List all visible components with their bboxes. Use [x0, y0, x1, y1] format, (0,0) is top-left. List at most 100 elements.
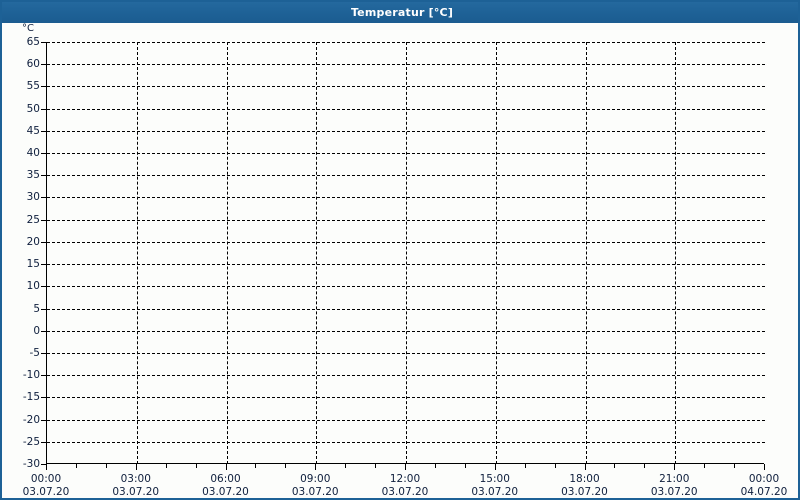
x-axis-tick-date: 03.07.20: [381, 486, 429, 498]
y-axis-tick-label: 55: [26, 80, 40, 93]
y-axis-tick-label: -30: [22, 458, 40, 470]
x-axis-tick-mark-minor: [524, 464, 526, 468]
y-axis-tick-mark: [41, 108, 46, 110]
x-axis-tick-time: 03:00: [120, 473, 151, 485]
x-axis-tick-mark-minor: [614, 464, 616, 468]
y-axis-tick-label: 45: [26, 124, 40, 137]
x-axis-tick-mark-major: [135, 464, 137, 470]
x-axis-tick-mark-major: [315, 464, 317, 470]
y-axis-tick-label: 50: [26, 102, 40, 115]
page-title: Temperatur [°C]: [350, 6, 454, 19]
y-axis-tick-label: 15: [26, 258, 40, 271]
y-axis-tick-mark: [41, 419, 46, 421]
y-axis-tick-label: 40: [26, 147, 40, 160]
x-axis-tick-mark-minor: [644, 464, 646, 468]
x-axis-tick-time: 06:00: [210, 473, 241, 485]
y-axis-tick-label: -5: [29, 346, 40, 359]
x-axis-tick-mark-major: [405, 464, 406, 470]
gridline-vertical: [226, 42, 228, 464]
y-axis-tick-mark: [41, 130, 46, 132]
x-axis-tick-mark-minor: [375, 464, 377, 468]
x-axis-tick-time: 15:00: [479, 473, 510, 485]
x-axis-tick-time: 21:00: [659, 473, 690, 485]
x-axis-tick-date: 03.07.20: [650, 486, 698, 498]
x-axis-tick-mark-major: [225, 464, 227, 470]
y-axis-tick-mark: [41, 264, 46, 266]
x-axis-tick-mark-minor: [554, 464, 556, 468]
x-axis-tick-mark-major: [764, 464, 765, 470]
y-axis-tick-label: 5: [33, 302, 40, 315]
x-axis-tick-label: 21:00 03.07.20: [639, 473, 709, 498]
y-axis-tick-mark: [41, 219, 46, 221]
x-axis-tick-mark-minor: [165, 464, 167, 468]
x-axis-tick-mark-major: [674, 464, 676, 470]
y-axis-tick-label: -20: [22, 413, 40, 426]
x-axis-tick-time: 09:00: [300, 473, 331, 485]
x-axis-tick-mark-minor: [75, 464, 77, 468]
y-axis-tick-mark: [41, 352, 46, 354]
x-axis-tick-mark-minor: [704, 464, 706, 468]
x-axis-tick-mark-major: [46, 464, 47, 470]
x-axis-tick-mark-minor: [195, 464, 197, 468]
x-axis-tick-label: 00:00 04.07.20: [729, 473, 798, 498]
x-axis-tick-mark-minor: [105, 464, 107, 468]
x-axis-tick-date: 03.07.20: [291, 486, 339, 498]
y-axis-unit-label: °C: [22, 23, 34, 34]
x-axis-tick-label: 15:00 03.07.20: [460, 473, 530, 498]
gridline-vertical: [406, 42, 407, 464]
x-axis-tick-mark-minor: [434, 464, 436, 468]
plot-area: [46, 42, 765, 464]
gridline-vertical: [585, 42, 587, 464]
y-axis-tick-mark: [41, 42, 46, 43]
x-axis-tick-label: 00:00 03.07.20: [11, 473, 81, 498]
y-axis-tick-mark: [41, 375, 46, 377]
y-axis-tick-label: 10: [26, 280, 40, 293]
y-axis-tick-mark: [41, 308, 46, 310]
x-axis-tick-mark-minor: [734, 464, 736, 468]
y-axis-tick-label: 60: [26, 58, 40, 71]
x-axis-tick-mark-major: [584, 464, 586, 470]
y-axis-tick-mark: [41, 441, 46, 443]
x-axis-tick-label: 12:00 03.07.20: [370, 473, 440, 498]
y-axis-tick-mark: [41, 197, 46, 199]
x-axis-tick-date: 03.07.20: [471, 486, 519, 498]
x-axis-tick-mark-minor: [345, 464, 347, 468]
y-axis-tick-label: -25: [22, 435, 40, 448]
x-axis-tick-mark-minor: [255, 464, 257, 468]
x-axis-tick-date: 04.07.20: [740, 486, 788, 498]
y-axis-tick-label: -10: [22, 369, 40, 382]
y-axis-tick-mark: [41, 153, 46, 155]
gridline-vertical: [495, 42, 497, 464]
x-axis-tick-time: 00:00: [30, 473, 62, 485]
y-axis-tick-mark: [41, 241, 46, 243]
gridline-vertical: [136, 42, 138, 464]
y-axis-tick-mark: [41, 330, 46, 332]
x-axis-tick-time: 18:00: [569, 473, 600, 485]
y-axis-tick-mark: [41, 64, 46, 66]
y-axis-tick-label: 25: [26, 213, 40, 226]
y-axis-tick-mark: [41, 397, 46, 399]
x-axis-tick-mark-major: [494, 464, 496, 470]
y-axis-tick-mark: [41, 175, 46, 177]
y-axis-tick-label: 35: [26, 169, 40, 182]
y-axis-tick-label: 30: [26, 191, 40, 204]
y-axis-tick-mark: [41, 464, 46, 465]
x-axis-tick-label: 18:00 03.07.20: [550, 473, 620, 498]
x-axis-tick-date: 03.07.20: [22, 486, 70, 498]
x-axis-tick-date: 03.07.20: [112, 486, 160, 498]
y-axis-tick-label: 20: [26, 235, 40, 248]
y-axis-tick-label: -15: [22, 391, 40, 404]
x-axis-tick-date: 03.07.20: [561, 486, 608, 498]
chart-canvas: °C 65 60 55 50 45 40 35 30 25 20 15 10 5 0 -5 -10 -15 -20…: [2, 23, 798, 498]
x-axis-tick-mark-minor: [464, 464, 466, 468]
data-series-layer: [47, 42, 765, 464]
x-axis-tick-time: 00:00: [748, 473, 780, 485]
gridline-vertical: [316, 42, 318, 464]
y-axis-tick-mark: [41, 286, 46, 288]
gridline-vertical: [675, 42, 677, 464]
x-axis-tick-mark-minor: [285, 464, 287, 468]
x-axis-tick-time: 12:00: [389, 473, 421, 485]
y-axis-tick-label: 65: [26, 36, 40, 48]
y-axis-tick-mark: [41, 86, 46, 88]
x-axis-tick-label: 06:00 03.07.20: [191, 473, 261, 498]
